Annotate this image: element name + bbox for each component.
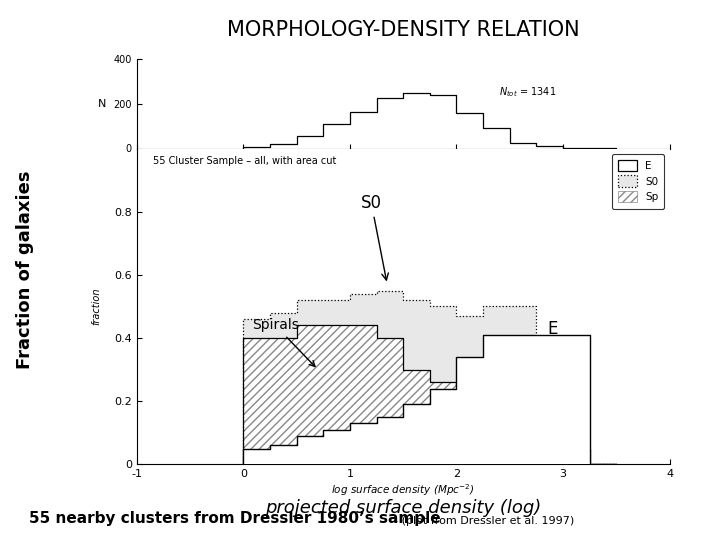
Text: 55 Cluster Sample – all, with area cut: 55 Cluster Sample – all, with area cut <box>153 157 336 166</box>
Text: MORPHOLOGY-DENSITY RELATION: MORPHOLOGY-DENSITY RELATION <box>227 19 580 40</box>
Text: 55 nearby clusters from Dressler 1980’s sample: 55 nearby clusters from Dressler 1980’s … <box>29 511 441 526</box>
Text: Fraction of galaxies: Fraction of galaxies <box>16 171 35 369</box>
X-axis label: log surface density (Mpc$^{-2}$): log surface density (Mpc$^{-2}$) <box>331 482 475 498</box>
Polygon shape <box>243 326 616 464</box>
Text: E: E <box>523 320 557 366</box>
Text: fraction: fraction <box>92 288 102 325</box>
Text: projected surface density (log): projected surface density (log) <box>265 498 541 517</box>
Text: $N_{tot}$ = 1341: $N_{tot}$ = 1341 <box>499 85 557 99</box>
Text: S0: S0 <box>361 194 388 280</box>
Polygon shape <box>243 335 616 464</box>
Text: – (plot from Dressler et al. 1997): – (plot from Dressler et al. 1997) <box>389 516 574 526</box>
Legend: E, S0, Sp: E, S0, Sp <box>611 154 665 208</box>
Y-axis label: N: N <box>98 99 107 109</box>
Text: Spirals: Spirals <box>252 319 315 367</box>
Polygon shape <box>243 291 616 464</box>
